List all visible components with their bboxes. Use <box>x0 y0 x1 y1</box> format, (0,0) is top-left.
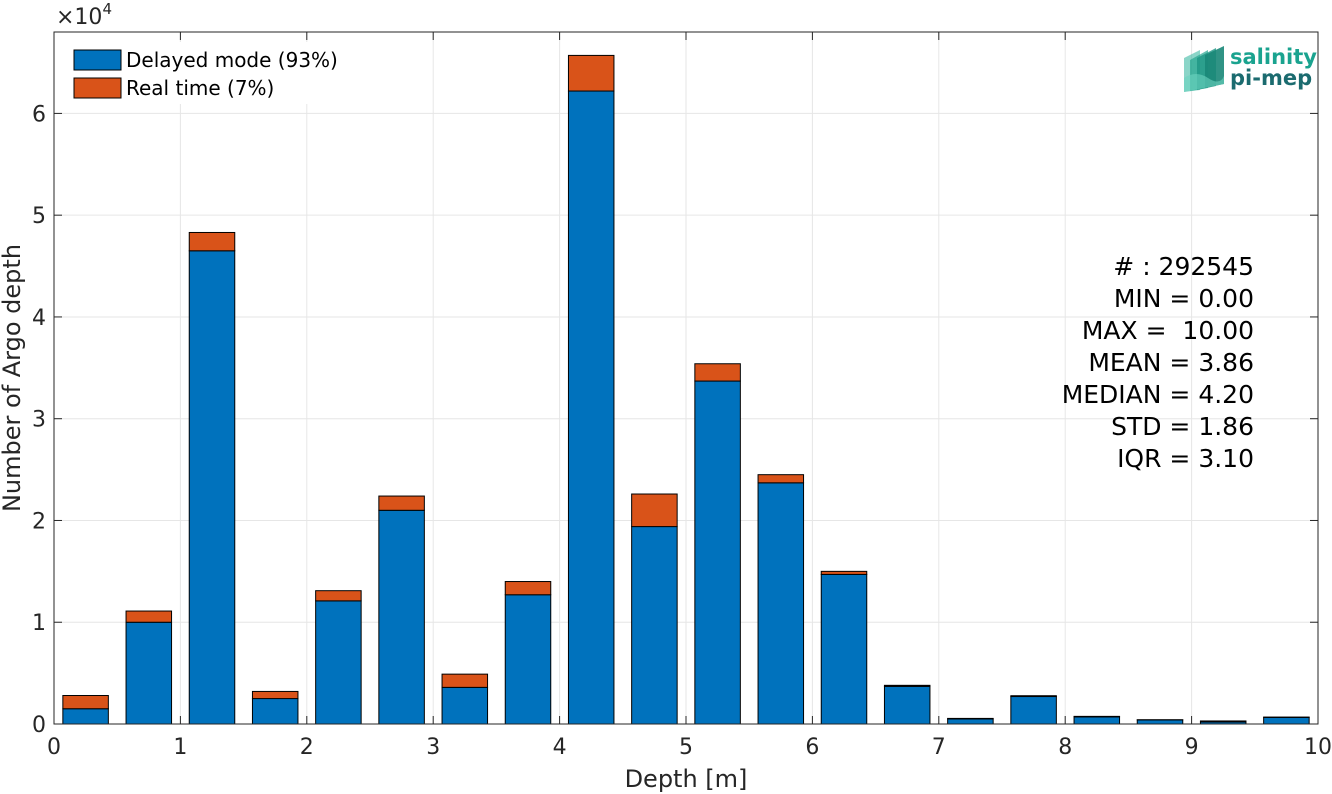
y-exponent-power: 4 <box>102 0 112 18</box>
bar-delayed-mode <box>567 90 615 725</box>
bar-real-time <box>378 495 425 511</box>
stat-mean: MEAN = 3.86 <box>1088 348 1254 377</box>
bar-real-time <box>947 717 994 720</box>
stats-box: # : 292545 MIN = 0.00 MAX = 10.00 MEAN =… <box>1062 252 1254 473</box>
x-tick-label: 5 <box>679 735 693 760</box>
bar-delayed-mode <box>757 482 805 725</box>
x-axis-label: Depth [m] <box>625 765 748 793</box>
bar-real-time <box>315 590 362 602</box>
x-tick-label: 8 <box>1058 735 1072 760</box>
x-tick-label: 1 <box>173 735 187 760</box>
stat-count: # : 292545 <box>1113 252 1254 281</box>
x-tick-label: 10 <box>1304 735 1332 760</box>
legend: Delayed mode (93%) Real time (7%) <box>66 42 358 104</box>
bar-delayed-mode <box>1136 719 1184 725</box>
bar-real-time <box>251 690 299 700</box>
salinity-pimep-logo: salinity pi-mep <box>1184 45 1317 92</box>
bar-delayed-mode <box>694 380 741 725</box>
legend-swatch-realtime <box>73 77 122 99</box>
bar-delayed-mode <box>1263 716 1310 725</box>
bar-real-time <box>1073 715 1121 718</box>
bar-delayed-mode <box>947 718 994 725</box>
x-tick-label: 4 <box>553 735 567 760</box>
legend-label-delayed: Delayed mode (93%) <box>126 48 338 72</box>
bar-real-time <box>883 684 931 687</box>
bar-real-time <box>820 570 868 575</box>
bar-delayed-mode <box>315 600 362 725</box>
stat-median: MEDIAN = 4.20 <box>1062 380 1254 409</box>
y-axis-label: Number of Argo depth <box>0 244 26 512</box>
bar-delayed-mode <box>125 621 173 725</box>
legend-swatch-delayed <box>73 49 122 71</box>
bar-delayed-mode <box>631 526 678 725</box>
y-tick-label: 3 <box>32 408 46 433</box>
bar-delayed-mode <box>1073 716 1121 725</box>
bar-real-time <box>631 493 678 528</box>
bar-delayed-mode <box>62 708 109 725</box>
y-tick-label: 6 <box>32 102 46 127</box>
stat-max: MAX = 10.00 <box>1082 316 1254 345</box>
bar-real-time <box>125 610 173 623</box>
logo-text-salinity: salinity <box>1230 45 1317 69</box>
legend-label-realtime: Real time (7%) <box>126 76 274 100</box>
x-tick-label: 2 <box>300 735 314 760</box>
bar-real-time <box>567 54 615 92</box>
y-tick-label: 4 <box>32 306 46 331</box>
x-tick-label: 6 <box>805 735 819 760</box>
x-tick-label: 7 <box>932 735 946 760</box>
bar-real-time <box>694 363 741 382</box>
logo-text-pimep: pi-mep <box>1230 66 1312 90</box>
bar-real-time <box>1199 720 1247 723</box>
bar-delayed-mode <box>1010 696 1057 725</box>
ticks: 0 1 2 3 4 5 6 7 8 9 10 0 1 2 3 4 5 6 <box>32 32 1332 760</box>
y-exponent-label: ×104 <box>56 0 112 30</box>
bar-delayed-mode <box>378 509 425 725</box>
logo-waves-icon <box>1184 46 1224 92</box>
bar-delayed-mode <box>504 594 552 725</box>
x-tick-label: 0 <box>47 735 61 760</box>
y-tick-label: 2 <box>32 509 46 534</box>
bar-delayed-mode <box>441 686 489 725</box>
bar-real-time <box>62 695 109 710</box>
bar-delayed-mode <box>883 685 931 725</box>
y-tick-label: 0 <box>32 713 46 738</box>
bar-delayed-mode <box>188 250 236 725</box>
stat-iqr: IQR = 3.10 <box>1117 444 1254 473</box>
bar-real-time <box>1010 695 1057 698</box>
bar-delayed-mode <box>251 698 299 725</box>
bar-real-time <box>504 581 552 596</box>
y-exponent-base: ×10 <box>56 5 102 30</box>
bar-real-time <box>441 673 489 688</box>
stat-min: MIN = 0.00 <box>1114 284 1254 313</box>
y-tick-label: 1 <box>32 611 46 636</box>
x-tick-label: 3 <box>426 735 440 760</box>
bar-delayed-mode <box>820 573 868 725</box>
y-tick-label: 5 <box>32 204 46 229</box>
bar-real-time <box>188 231 236 252</box>
bar-real-time <box>757 474 805 484</box>
stat-std: STD = 1.86 <box>1111 412 1254 441</box>
x-tick-label: 9 <box>1185 735 1199 760</box>
